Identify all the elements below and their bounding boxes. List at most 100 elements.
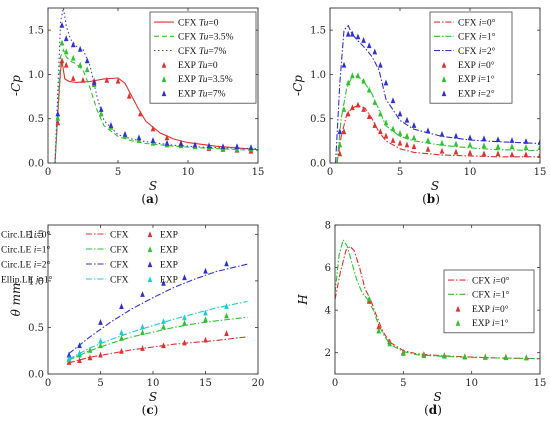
data-point (108, 122, 114, 128)
data-point (425, 137, 431, 143)
legend-case-label: Circ.LE i=1° (1, 244, 50, 255)
x-tick-label: 15 (252, 167, 265, 178)
data-point (341, 106, 347, 112)
legend-swatch (441, 76, 447, 82)
data-point (421, 352, 427, 358)
y-tick-label: 0.0 (28, 370, 44, 381)
legend-label: CFX Tu=3.5% (178, 33, 234, 43)
y-tick-label: 4 (325, 306, 331, 317)
data-point (495, 150, 501, 157)
data-point (462, 353, 468, 360)
data-point (161, 279, 166, 286)
legend-marker (441, 61, 447, 68)
data-point (524, 354, 529, 361)
y-tick-label: 6 (325, 263, 331, 274)
data-point (537, 152, 540, 158)
data-point (182, 314, 187, 321)
legend-box (149, 11, 257, 104)
x-tick-label: 15 (534, 167, 547, 178)
y-axis-label: -Cp (291, 75, 305, 96)
series-line-1 (336, 75, 540, 163)
data-point (481, 150, 487, 157)
plot-frame (47, 7, 259, 164)
legend-label: CFX Tu=0 (178, 18, 219, 28)
x-tick-label: 0 (327, 167, 333, 178)
panel-label: (c) (142, 403, 159, 417)
data-point (115, 77, 121, 84)
series-line-0 (68, 336, 248, 364)
y-tick-label: 8 (325, 221, 331, 232)
data-point (509, 137, 515, 143)
data-point (523, 151, 529, 158)
x-tick-label: 5 (400, 378, 406, 389)
legend-label: EXP Tu=3.5% (178, 75, 233, 85)
legend-marker (147, 246, 153, 253)
data-point (59, 57, 65, 64)
plot-frame (47, 224, 259, 375)
legend-label: EXP i=2° (458, 88, 495, 99)
legend-label: EXP Tu=0 (178, 61, 218, 71)
x-axis-label: S (431, 179, 439, 193)
legend-marker (455, 319, 461, 326)
data-point (150, 125, 156, 132)
series-line-0 (336, 104, 540, 163)
series-line-1 (335, 238, 540, 360)
data-point (372, 122, 378, 128)
data-point (361, 106, 366, 112)
data-point (77, 349, 82, 356)
legend-swatch (441, 90, 447, 97)
legend-label: EXP i=1° (458, 74, 495, 85)
legend-case-label: Circ.LE i=2° (1, 259, 50, 270)
data-point (383, 79, 389, 86)
data-point (70, 54, 76, 61)
y-tick-label: 1.0 (28, 276, 44, 287)
panel-b: 0 5 10 15 0.0 0.5 1.0 1.5 S -Cp (b) CFX i=0° CFX i=1… (291, 7, 547, 206)
x-tick-label: 5 (397, 167, 403, 178)
data-point (178, 140, 184, 147)
legend-cfx-label: CFX (110, 275, 129, 285)
plot-area (66, 260, 248, 365)
data-point (126, 92, 132, 99)
data-point (366, 86, 372, 93)
data-point (378, 110, 383, 117)
legend: CFX i=0° CFX i=1° CFX i=2° EXP i=0° EXP i=1°… (429, 11, 513, 104)
data-point (98, 110, 104, 117)
data-point (366, 295, 372, 302)
data-point (390, 97, 396, 104)
data-point (467, 141, 473, 148)
y-tick-label: 0.0 (28, 159, 44, 170)
data-point (98, 319, 103, 325)
legend-label: EXP Tu=7% (178, 89, 226, 99)
plot-frame (334, 224, 541, 375)
data-point (537, 138, 540, 145)
x-axis-label: S (149, 179, 157, 193)
x-tick-label: 20 (252, 378, 265, 389)
data-point (98, 337, 103, 344)
data-point (224, 312, 229, 319)
data-point (453, 148, 459, 155)
x-tick-label: 0 (45, 378, 51, 389)
data-point (376, 327, 382, 334)
data-point (87, 346, 93, 353)
y-axis-label: θ mm (9, 283, 23, 317)
data-point (182, 274, 187, 281)
data-point (77, 342, 82, 349)
data-point (439, 147, 445, 154)
x-tick-label: 15 (199, 378, 212, 389)
x-tick-label: 5 (115, 167, 121, 178)
data-point (404, 141, 410, 148)
series-line-2 (54, 8, 258, 163)
series-line-1 (54, 48, 258, 163)
legend-marker (441, 76, 447, 82)
x-tick-label: 0 (332, 378, 338, 389)
data-point (59, 21, 65, 28)
data-point (138, 110, 143, 117)
panel-d: 0 5 10 15 2 4 6 8 S H (d) CFX i=0° CFX i=1° EXP i=0° E… (296, 221, 546, 418)
data-point (337, 141, 343, 148)
data-point (87, 354, 93, 361)
x-tick-label: 15 (534, 378, 547, 389)
legend-label: EXP i=1° (472, 318, 509, 329)
legend-marker (147, 261, 153, 268)
data-point (425, 127, 431, 134)
legend-exp-label: EXP (160, 275, 178, 285)
